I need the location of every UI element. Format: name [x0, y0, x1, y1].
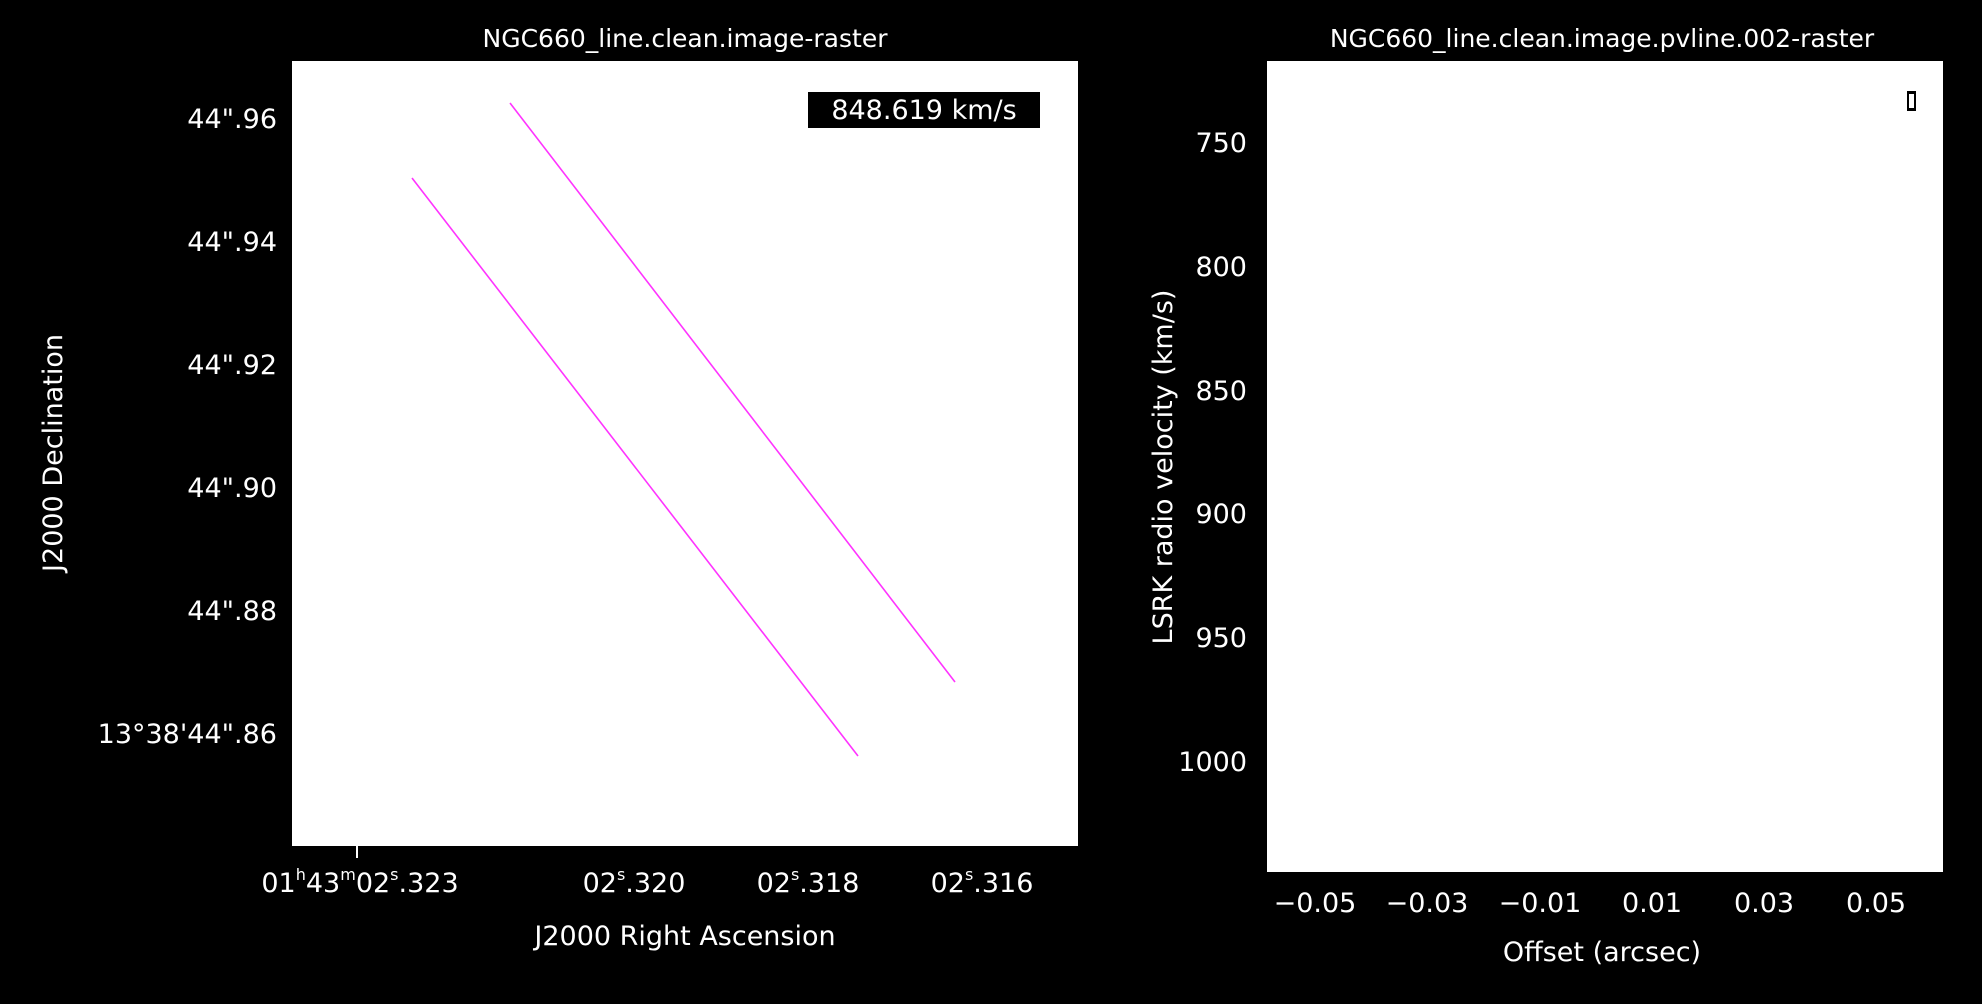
velocity-tick-label: 900: [1195, 499, 1247, 530]
pv-line-upper[interactable]: [509, 102, 956, 683]
offset-tick-label: −0.05: [1274, 888, 1357, 919]
pv-line-lower[interactable]: [411, 177, 859, 757]
velocity-tick-label: 850: [1195, 376, 1247, 407]
velocity-tick-label: 800: [1195, 252, 1247, 283]
right-raster-panel[interactable]: NGC660_line.clean.image.pvline.002-raste…: [1148, 24, 1943, 968]
offset-tick-label: −0.01: [1499, 888, 1582, 919]
ra-axis-label: J2000 Right Ascension: [532, 921, 835, 952]
pv-raster-image: [1420, 91, 1916, 764]
left-raster-image: [292, 72, 1078, 805]
left-panel-title: NGC660_line.clean.image-raster: [483, 24, 889, 53]
offset-tick-label: −0.03: [1386, 888, 1469, 919]
velocity-tick-label: 750: [1195, 128, 1247, 159]
ra-tick-label: 02s.320: [583, 865, 686, 899]
left-raster-panel[interactable]: NGC660_line.clean.image-raster: [38, 24, 1078, 952]
offset-axis-label: Offset (arcsec): [1503, 937, 1701, 968]
ra-tick-label: 01h43m02s.323: [261, 865, 458, 899]
dec-tick-label: 44".90: [187, 473, 277, 504]
dec-tick-label: 44".94: [187, 227, 277, 258]
dec-tick-label: 44".88: [187, 596, 277, 627]
dec-tick-label: 13°38'44".86: [98, 719, 277, 750]
dec-axis-label: J2000 Declination: [38, 334, 69, 574]
velocity-axis-label: LSRK radio velocity (km/s): [1148, 290, 1179, 645]
dec-tick-label: 44".92: [187, 350, 277, 381]
offset-tick-label: 0.03: [1734, 888, 1794, 919]
ra-tick-label: 02s.318: [757, 865, 860, 899]
right-panel-title: NGC660_line.clean.image.pvline.002-raste…: [1330, 24, 1875, 53]
velocity-tick-label: 950: [1195, 623, 1247, 654]
offset-tick-label: 0.01: [1622, 888, 1682, 919]
velocity-label: 848.619 km/s: [831, 95, 1016, 126]
velocity-tick-label: 1000: [1178, 747, 1247, 778]
velocity-label-box: [808, 92, 1040, 128]
ra-tick-label: 02s.316: [931, 865, 1034, 899]
dec-tick-label: 44".96: [187, 104, 277, 135]
offset-tick-label: 0.05: [1846, 888, 1906, 919]
